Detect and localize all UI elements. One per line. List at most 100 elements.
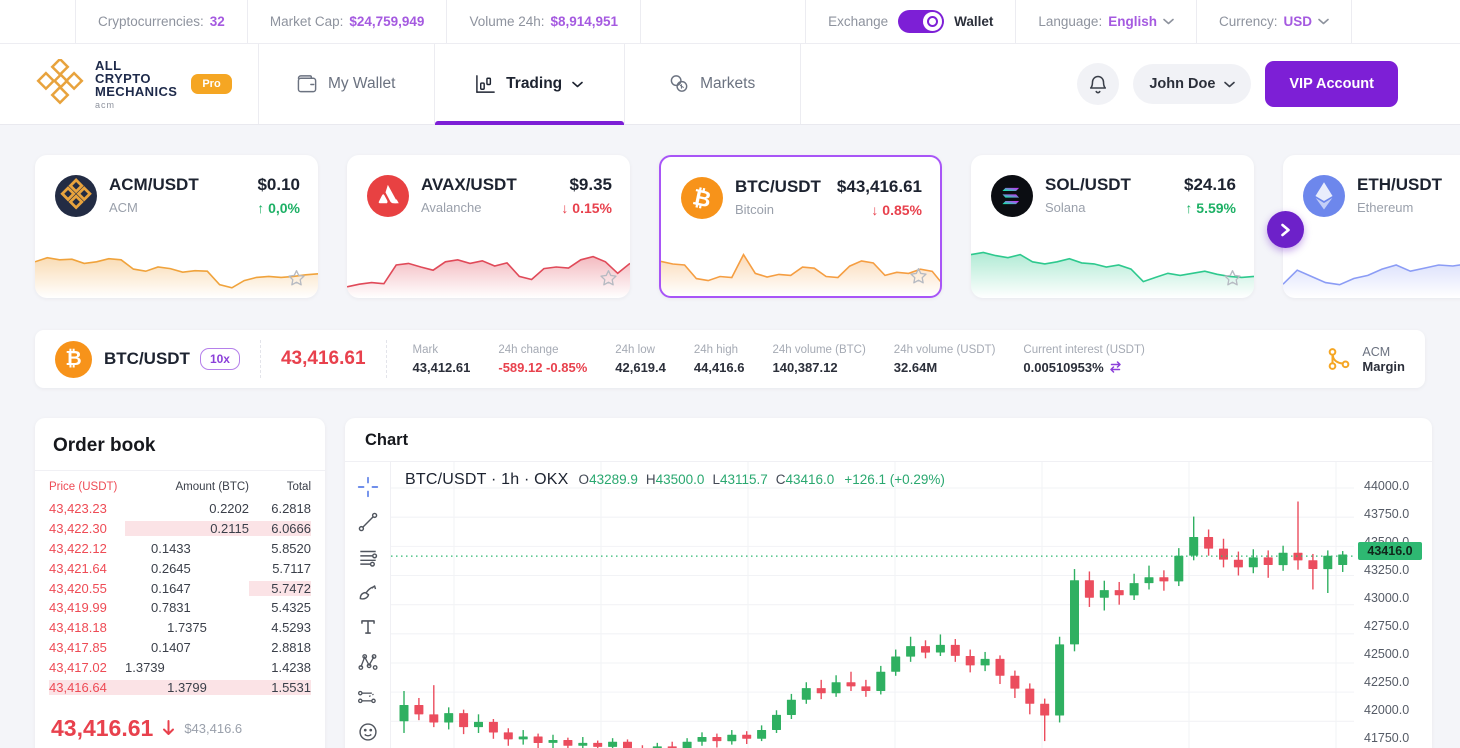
pair-stat-value: 43,412.61 (412, 359, 471, 375)
market-stat-value: 32 (209, 14, 225, 29)
crosshair-tool-icon[interactable] (357, 476, 379, 498)
row-total: 1.5531 (271, 679, 311, 695)
order-book-row[interactable]: 43,421.64 0.2645 5.7117 (35, 558, 325, 578)
order-book-row[interactable]: 43,423.23 0.2202 6.2818 (35, 499, 325, 519)
chevron-right-icon (1281, 223, 1290, 236)
swap-icon[interactable] (1109, 361, 1122, 373)
order-book-row[interactable]: 43,422.12 0.1433 5.8520 (35, 539, 325, 559)
forecast-tool-icon[interactable] (357, 686, 379, 708)
ticker-price: $0.10 (257, 175, 300, 194)
candlestick-chart[interactable] (391, 462, 1354, 748)
margin-label-top: ACM (1362, 344, 1391, 359)
ticker-card-eth[interactable]: ETH/USDT Ethereum (1283, 155, 1460, 298)
wallet-label: Wallet (954, 14, 994, 29)
order-book-last-usd: $43,416.6 (184, 720, 243, 736)
order-book-row[interactable]: 43,417.85 0.1407 2.8818 (35, 638, 325, 658)
pro-badge: Pro (191, 74, 232, 94)
main-header: ALL CRYPTO MECHANICS acm Pro My Wallet (0, 44, 1460, 125)
market-stat-label: Cryptocurrencies: (98, 14, 204, 29)
legend-o: O43289.9 (578, 472, 638, 487)
chart-price-axis[interactable]: 43416.0 44000.043750.043500.043250.04300… (1354, 462, 1432, 748)
market-stat-value: $24,759,949 (349, 14, 425, 29)
language-select[interactable]: Language: English (1015, 0, 1196, 43)
user-menu[interactable]: John Doe (1133, 64, 1252, 104)
row-amount: 0.2115 (210, 521, 249, 537)
row-total: 5.4325 (271, 600, 311, 616)
row-amount: 0.2202 (209, 501, 249, 517)
notifications-button[interactable] (1077, 63, 1120, 105)
pair-stat-label: 24h low (615, 343, 655, 356)
ticker-name: ACM (109, 200, 138, 215)
chevron-down-icon (1224, 81, 1236, 87)
row-amount: 0.1407 (151, 639, 191, 655)
ticker-pair: ACM/USDT (109, 175, 199, 194)
exchange-wallet-toggle-group: Exchange Wallet (805, 0, 1015, 43)
active-tab-underline (434, 121, 624, 125)
emoji-tool-icon[interactable] (357, 721, 379, 743)
margin-branch-icon (1329, 348, 1350, 370)
ticker-card-sol[interactable]: SOL/USDT Solana $24.16 ↑ 5.59% (971, 155, 1254, 298)
brand-subtitle: acm (95, 99, 116, 110)
nav-item-my-wallet[interactable]: My Wallet (259, 44, 435, 124)
market-stat: Cryptocurrencies: 32 (75, 0, 247, 43)
sparkline-chart (347, 255, 630, 298)
avalanche-icon (367, 175, 409, 217)
brush-tool-icon[interactable] (357, 581, 379, 603)
favorite-star-icon[interactable] (909, 267, 928, 290)
vip-account-button[interactable]: VIP Account (1265, 61, 1398, 107)
ticker-carousel: ACM/USDT ACM $0.10 ↑ 0,0% AVAX/USDT Aval… (35, 155, 1460, 298)
nav-item-markets[interactable]: Markets (625, 44, 801, 124)
favorite-star-icon[interactable] (1223, 269, 1242, 292)
nav-item-trading[interactable]: Trading (434, 44, 625, 125)
order-book-row[interactable]: 43,418.18 1.7375 4.5293 (35, 618, 325, 638)
ticker-price: $43,416.61 (836, 177, 922, 196)
ticker-change: ↑ 5.59% (1185, 200, 1236, 216)
ticker-card-acm[interactable]: ACM/USDT ACM $0.10 ↑ 0,0% (35, 155, 318, 298)
row-total: 5.7472 (249, 580, 311, 596)
xabcd-pattern-tool-icon[interactable] (357, 651, 379, 673)
currency-select[interactable]: Currency: USD (1195, 0, 1352, 43)
order-book-row[interactable]: 43,420.55 0.1647 5.7472 (35, 578, 325, 598)
favorite-star-icon[interactable] (599, 269, 618, 292)
row-amount: 0.1647 (151, 580, 191, 596)
row-total: 1.4238 (271, 659, 311, 675)
brand-logo[interactable]: ALL CRYPTO MECHANICS acm Pro (0, 44, 259, 124)
chart-plot-area[interactable]: BTC/USDT · 1h · OKX O43289.9 H43500.0 L431… (391, 462, 1354, 748)
ticker-change: ↓ 0.85% (871, 202, 922, 218)
acm-margin-widget[interactable]: ACM Margin (1326, 345, 1405, 374)
text-tool-icon[interactable] (357, 616, 379, 638)
pair-stat-label: 24h volume (USDT) (893, 343, 996, 356)
pair-stat-label: 24h volume (BTC) (772, 343, 866, 356)
bell-icon (1090, 75, 1107, 93)
ticker-card-avax[interactable]: AVAX/USDT Avalanche $9.35 ↓ 0.15% (347, 155, 630, 298)
ticker-name: Bitcoin (735, 202, 775, 217)
sparkline-chart (971, 251, 1254, 298)
sparkline-chart (35, 256, 318, 298)
order-book-last-price: 43,416.61 (51, 714, 154, 741)
row-amount: 1.3739 (125, 659, 165, 675)
ticker-price: $24.16 (1184, 175, 1236, 194)
leverage-badge[interactable]: 10x (199, 348, 240, 370)
trend-line-tool-icon[interactable] (357, 511, 379, 533)
chevron-down-icon (572, 81, 583, 87)
favorite-star-icon[interactable] (287, 269, 306, 292)
order-book-row[interactable]: 43,422.30 0.2115 6.0666 (35, 519, 325, 539)
last-price-tag: 43416.0 (1358, 542, 1422, 561)
order-book-rows: 43,423.23 0.2202 6.2818 43,422.30 0.2115… (35, 499, 325, 697)
order-book-row[interactable]: 43,419.99 0.7831 5.4325 (35, 598, 325, 618)
ticker-card-btc[interactable]: ₿ BTC/USDT Bitcoin $43,416.61 ↓ 0.85% (659, 155, 942, 298)
brand-name: ALL CRYPTO MECHANICS (95, 57, 178, 99)
ticker-name: Ethereum (1357, 200, 1414, 215)
order-book-row[interactable]: 43,417.02 1.3739 1.4238 (35, 657, 325, 677)
carousel-next-button[interactable] (1267, 211, 1304, 248)
currency-value: USD (1283, 14, 1312, 29)
row-price: 43,416.64 (49, 679, 125, 695)
legend-c: C43416.0 (775, 472, 835, 487)
order-book-row[interactable]: 43,416.64 1.3799 1.5531 (35, 677, 325, 697)
exchange-wallet-toggle[interactable] (898, 10, 945, 33)
fib-retracement-tool-icon[interactable] (357, 546, 379, 568)
nav-label: Markets (700, 75, 756, 92)
row-price: 43,417.85 (49, 639, 107, 655)
bitcoin-icon: ₿ (681, 177, 723, 219)
user-name: John Doe (1149, 76, 1216, 92)
